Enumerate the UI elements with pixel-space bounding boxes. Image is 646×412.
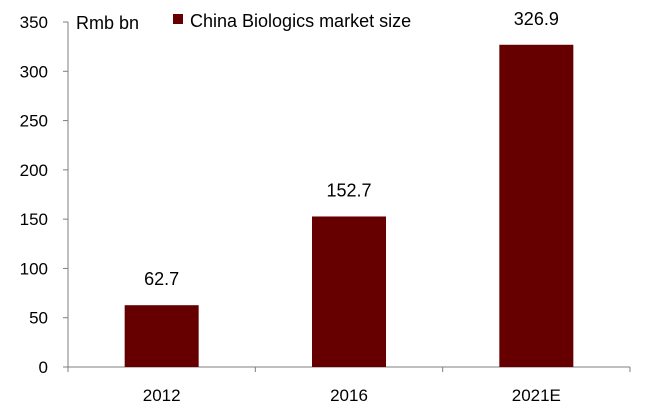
data-labels: 62.7 152.7 326.9 xyxy=(144,9,559,289)
bars xyxy=(124,44,574,368)
data-label: 62.7 xyxy=(144,269,179,289)
y-tick-label: 150 xyxy=(20,210,48,229)
y-tick-label: 350 xyxy=(20,13,48,32)
data-label: 152.7 xyxy=(326,180,371,200)
x-axis: 2012 2016 2021E xyxy=(67,366,631,405)
y-tick-label: 0 xyxy=(39,358,48,377)
y-axis-unit-label: Rmb bn xyxy=(76,13,139,33)
y-axis: 0 50 100 150 200 250 300 350 xyxy=(20,13,69,377)
y-tick-label: 100 xyxy=(20,259,48,278)
y-tick-label: 200 xyxy=(20,161,48,180)
bar xyxy=(499,44,574,368)
y-tick-label: 250 xyxy=(20,112,48,131)
legend: China Biologics market size xyxy=(173,11,411,31)
bar xyxy=(124,305,199,367)
x-tick-label: 2016 xyxy=(330,386,368,405)
legend-label: China Biologics market size xyxy=(190,11,411,31)
data-label: 326.9 xyxy=(514,9,559,29)
x-tick-label: 2021E xyxy=(512,386,561,405)
y-tick-label: 50 xyxy=(29,309,48,328)
legend-swatch xyxy=(173,14,183,24)
y-tick-label: 300 xyxy=(20,62,48,81)
bar xyxy=(312,216,386,367)
x-tick-label: 2012 xyxy=(143,386,181,405)
